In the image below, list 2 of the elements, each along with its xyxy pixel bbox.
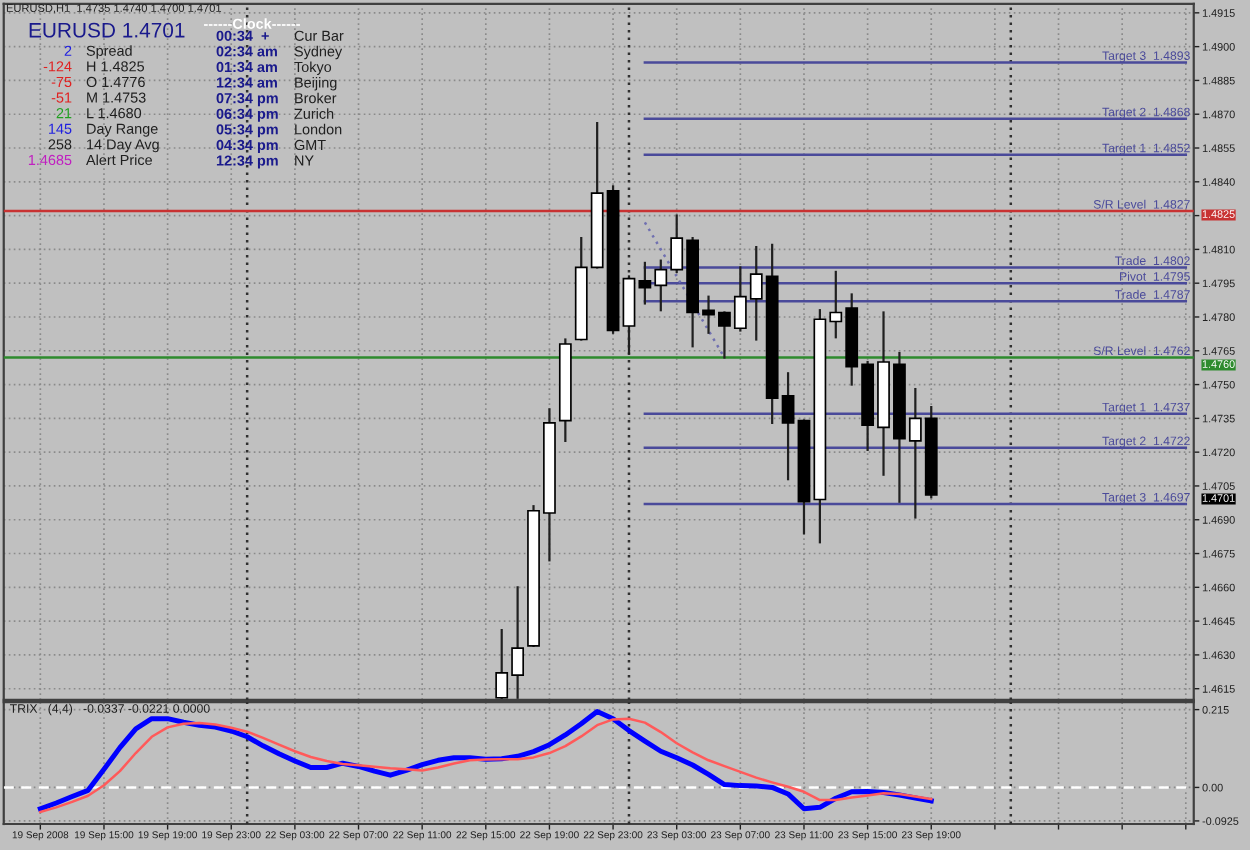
line-series [643,221,726,359]
annotation: EURUSD 1.4701 [29,22,185,38]
